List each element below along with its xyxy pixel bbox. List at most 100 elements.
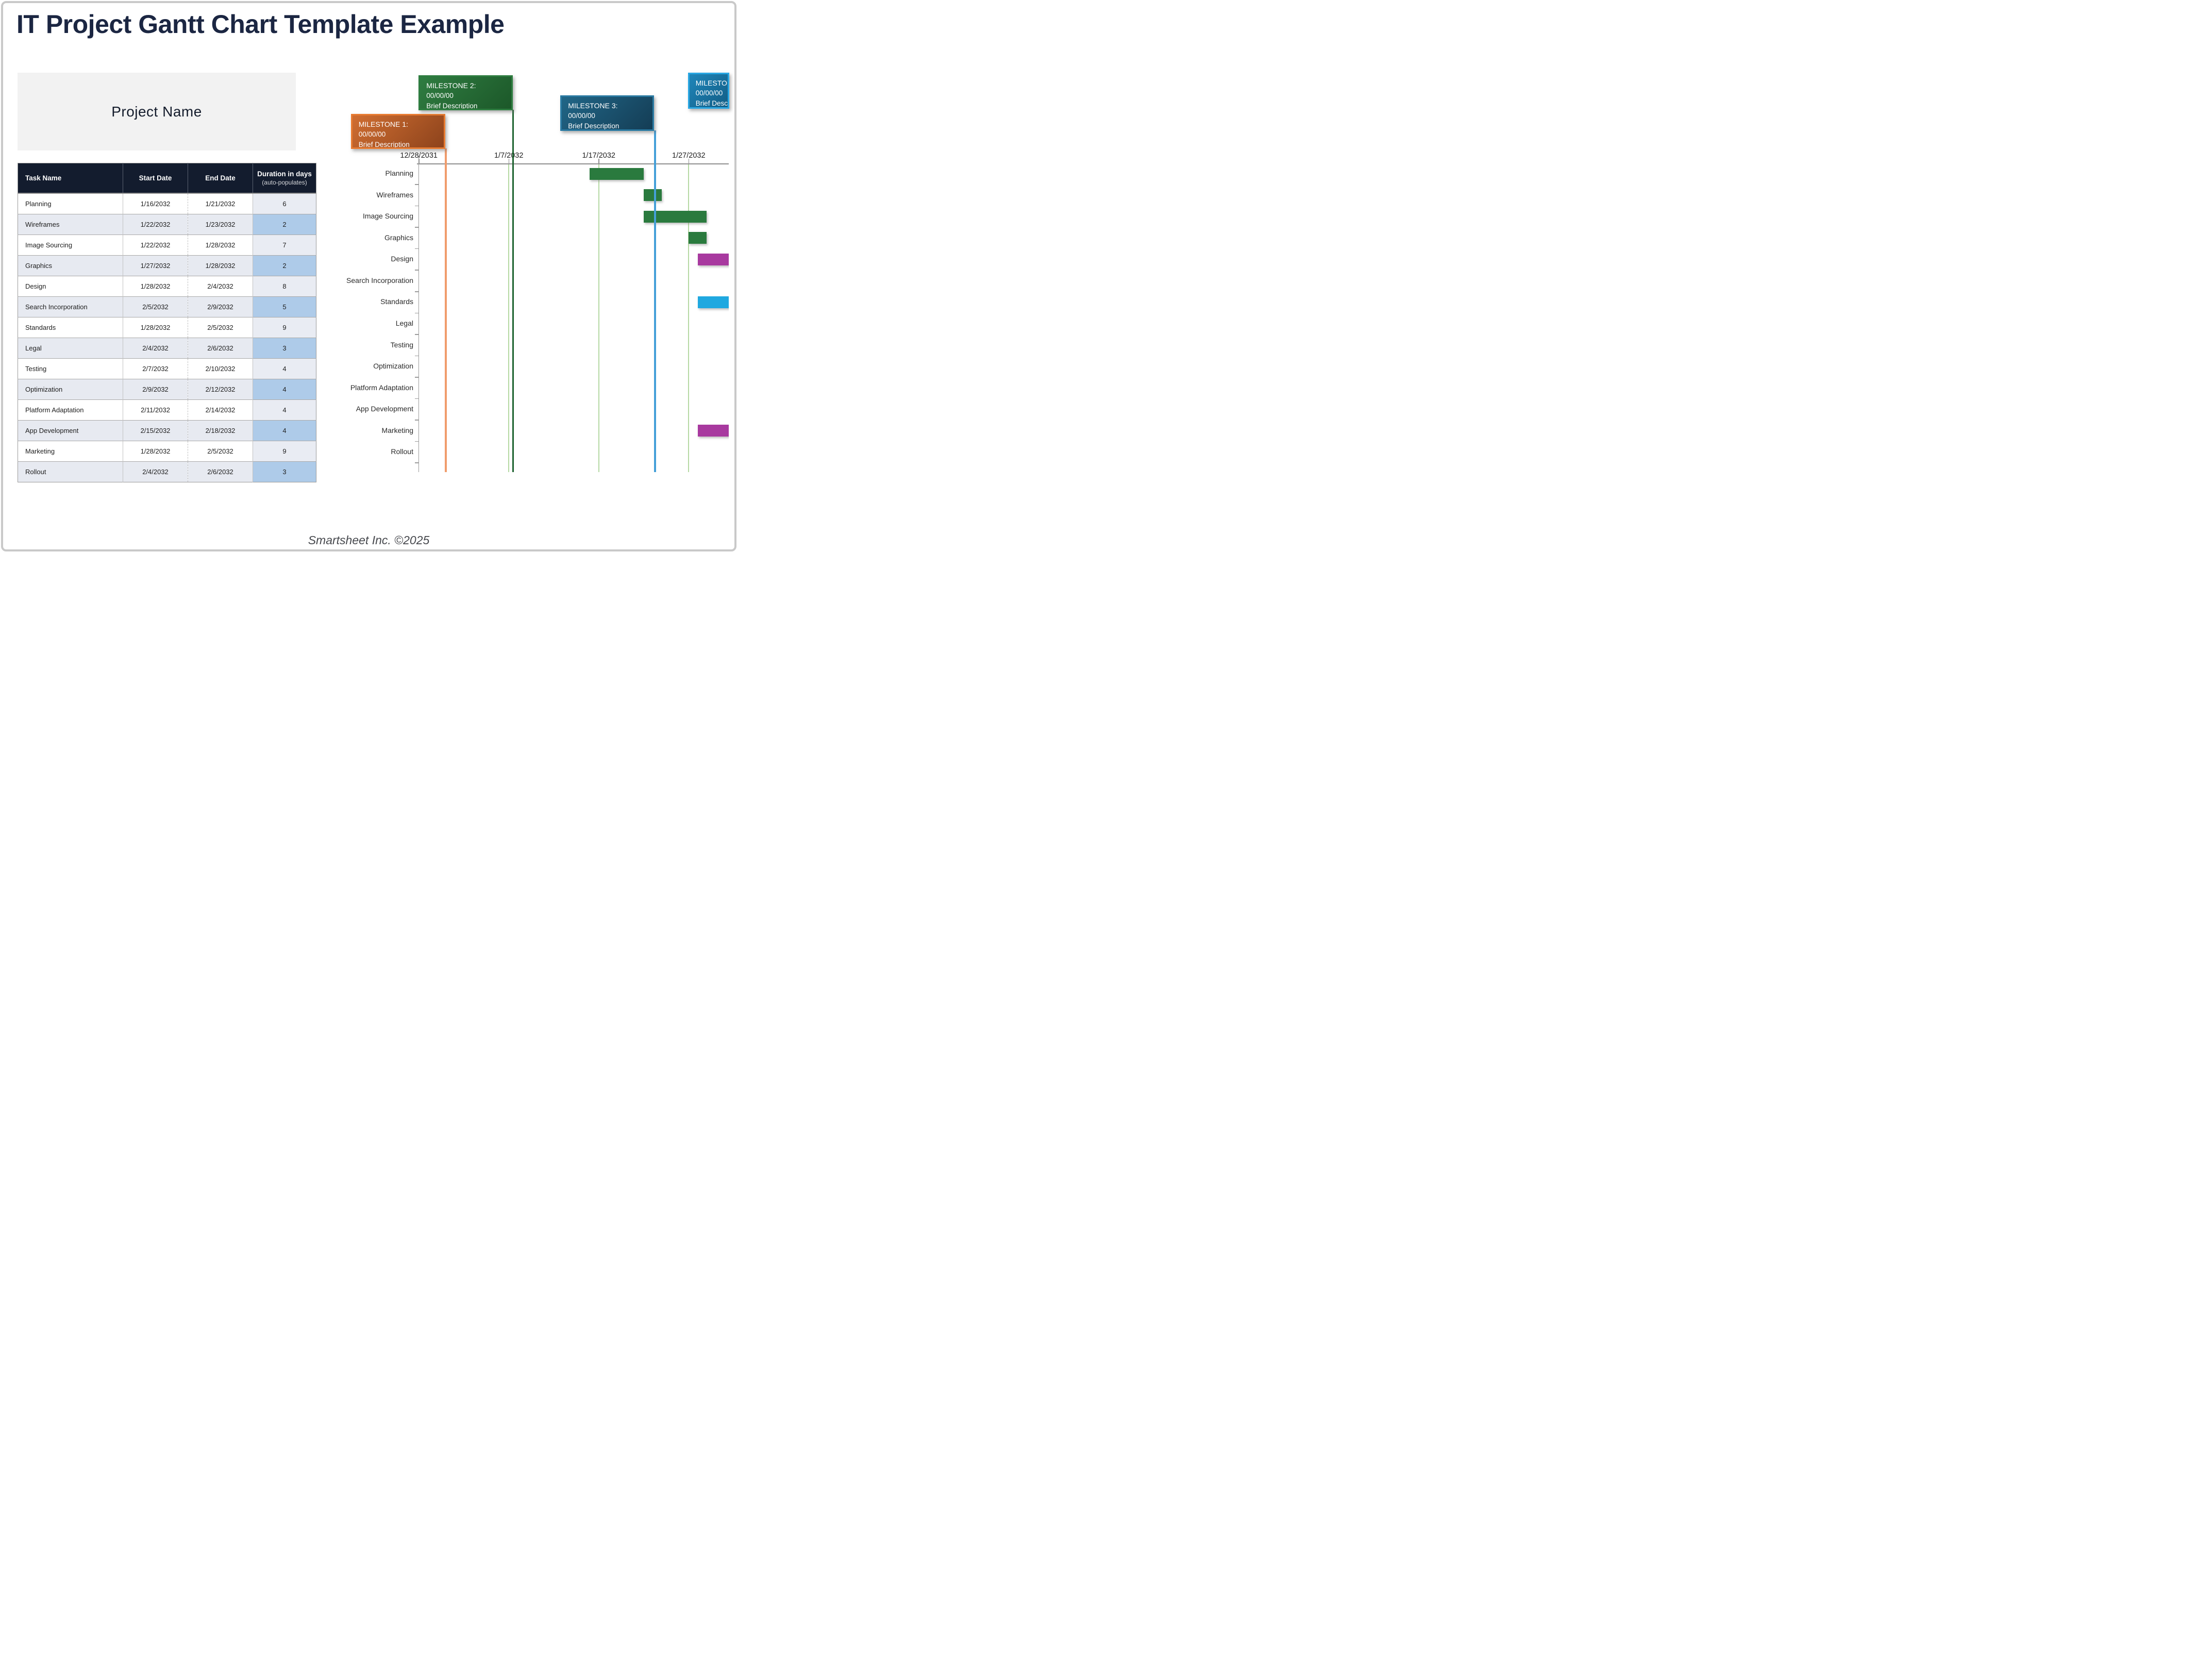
task-name-cell: App Development	[18, 420, 123, 441]
milestone-description: Brief Description	[695, 99, 729, 107]
category-label: Rollout	[391, 447, 413, 456]
task-name-cell: Marketing	[18, 441, 123, 462]
row-tick	[415, 355, 419, 357]
gantt-bar	[644, 189, 662, 202]
table-row: App Development 2/15/2032 2/18/2032 4	[18, 420, 316, 441]
category-label: Image Sourcing	[362, 212, 413, 221]
start-date-cell: 2/9/2032	[123, 379, 188, 400]
date-axis-label: 1/27/2032	[672, 152, 706, 160]
table-row: Optimization 2/9/2032 2/12/2032 4	[18, 379, 316, 400]
start-date-cell: 2/5/2032	[123, 296, 188, 317]
category-label: Marketing	[381, 426, 413, 434]
axis-tick	[598, 159, 599, 163]
start-date-cell: 2/4/2032	[123, 461, 188, 482]
end-date-cell: 2/18/2032	[188, 420, 253, 441]
header-task-name: Task Name	[18, 163, 123, 193]
row-tick	[415, 398, 419, 399]
gantt-bar	[644, 210, 707, 223]
category-label: Platform Adaptation	[350, 383, 413, 392]
duration-cell: 3	[253, 461, 316, 482]
start-date-cell: 2/11/2032	[123, 399, 188, 421]
milestone-box: MILESTONE 4: 00/00/00 Brief Description	[688, 73, 729, 109]
row-tick	[415, 312, 419, 314]
category-label: Testing	[390, 340, 413, 349]
table-row: Wireframes 1/22/2032 1/23/2032 2	[18, 214, 316, 235]
row-tick	[415, 462, 419, 463]
start-date-cell: 1/28/2032	[123, 276, 188, 297]
row-tick	[415, 334, 419, 335]
footer-copyright: Smartsheet Inc. ©2025	[308, 533, 430, 547]
end-date-cell: 2/12/2032	[188, 379, 253, 400]
category-label: Search Incorporation	[346, 276, 413, 284]
milestone-title: MILESTONE 4:	[695, 79, 728, 87]
start-date-cell: 1/28/2032	[123, 317, 188, 338]
date-axis-label: 1/17/2032	[582, 152, 615, 160]
page-title: IT Project Gantt Chart Template Example	[16, 10, 505, 39]
category-label: Design	[391, 255, 413, 263]
axis-tick	[418, 159, 420, 163]
row-tick	[415, 184, 419, 185]
axis-tick	[688, 159, 690, 163]
gantt-gridline	[508, 164, 510, 472]
task-name-cell: Design	[18, 276, 123, 297]
table-row: Platform Adaptation 2/11/2032 2/14/2032 4	[18, 399, 316, 421]
chart-x-axis-line	[417, 163, 729, 164]
date-axis-label: 1/7/2032	[494, 152, 524, 160]
row-tick	[415, 205, 419, 207]
task-name-cell: Testing	[18, 358, 123, 379]
end-date-cell: 2/6/2032	[188, 338, 253, 359]
table-row: Design 1/28/2032 2/4/2032 8	[18, 276, 316, 297]
milestone-description: Brief Description	[568, 122, 619, 130]
category-label: Graphics	[384, 233, 413, 242]
task-name-cell: Legal	[18, 338, 123, 359]
duration-cell: 6	[253, 193, 316, 214]
duration-cell: 4	[253, 379, 316, 400]
project-name-text: Project Name	[111, 103, 202, 120]
duration-cell: 7	[253, 235, 316, 256]
chart-category-axis-line	[418, 156, 419, 472]
task-name-cell: Search Incorporation	[18, 296, 123, 317]
row-tick	[415, 270, 419, 271]
milestone-line	[654, 130, 657, 472]
start-date-cell: 1/22/2032	[123, 235, 188, 256]
category-label: Legal	[395, 319, 413, 327]
gantt-bar	[590, 168, 644, 180]
table-row: Legal 2/4/2032 2/6/2032 3	[18, 338, 316, 359]
duration-cell: 2	[253, 255, 316, 276]
end-date-cell: 2/10/2032	[188, 358, 253, 379]
milestone-date: 00/00/00	[568, 112, 595, 120]
date-axis-label: 12/28/2031	[400, 152, 438, 160]
header-duration-line1: Duration in days	[257, 170, 312, 178]
task-name-cell: Wireframes	[18, 214, 123, 235]
milestone-box: MILESTONE 3: 00/00/00 Brief Description	[560, 95, 655, 131]
chart-plot-area	[419, 164, 729, 472]
table-row: Marketing 1/28/2032 2/5/2032 9	[18, 441, 316, 462]
start-date-cell: 1/28/2032	[123, 441, 188, 462]
row-tick	[415, 420, 419, 421]
category-label: App Development	[356, 405, 413, 413]
start-date-cell: 1/27/2032	[123, 255, 188, 276]
row-tick	[415, 377, 419, 378]
table-row: Rollout 2/4/2032 2/6/2032 3	[18, 461, 316, 482]
row-tick	[415, 248, 419, 249]
task-name-cell: Image Sourcing	[18, 235, 123, 256]
category-label: Optimization	[373, 362, 413, 371]
header-start-date: Start Date	[123, 163, 188, 193]
end-date-cell: 2/5/2032	[188, 441, 253, 462]
milestone-date: 00/00/00	[695, 89, 723, 97]
page: IT Project Gantt Chart Template Example …	[1, 1, 736, 551]
task-name-cell: Planning	[18, 193, 123, 214]
gantt-bar	[697, 296, 729, 308]
category-label: Planning	[385, 169, 414, 178]
start-date-cell: 1/22/2032	[123, 214, 188, 235]
milestone-date: 00/00/00	[358, 130, 386, 139]
task-table-header: Task Name Start Date End Date Duration i…	[18, 163, 316, 193]
table-row: Testing 2/7/2032 2/10/2032 4	[18, 358, 316, 379]
end-date-cell: 2/5/2032	[188, 317, 253, 338]
gantt-bar	[697, 425, 729, 437]
milestone-title: MILESTONE 3:	[568, 102, 618, 110]
milestone-box: MILESTONE 1: 00/00/00 Brief Description	[350, 114, 445, 149]
category-label: Standards	[380, 297, 413, 306]
duration-cell: 4	[253, 399, 316, 421]
table-row: Search Incorporation 2/5/2032 2/9/2032 5	[18, 296, 316, 317]
